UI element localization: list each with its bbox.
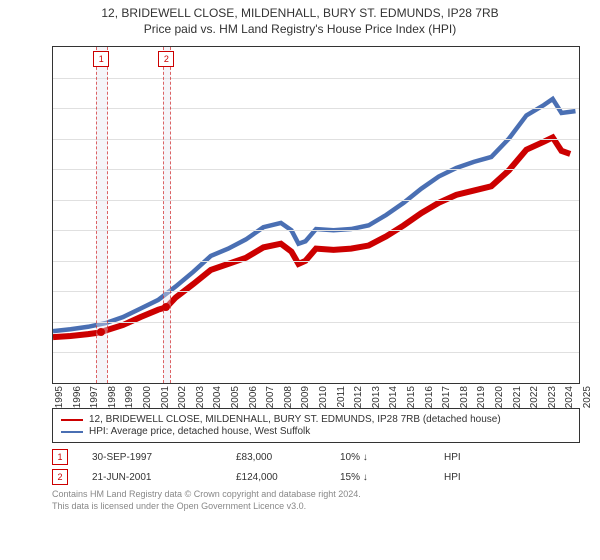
x-axis-tick: 2022: [527, 386, 540, 408]
x-axis-tick: 2001: [158, 386, 171, 408]
gridline-h: [53, 139, 579, 140]
chart-title-address: 12, BRIDEWELL CLOSE, MILDENHALL, BURY ST…: [0, 6, 600, 20]
footer-line1: Contains HM Land Registry data © Crown c…: [52, 489, 580, 501]
x-axis-tick: 2024: [562, 386, 575, 408]
line-series-svg: [53, 47, 579, 383]
gridline-h: [53, 200, 579, 201]
event-pct: 15% ↓: [340, 472, 420, 483]
chart-title-subtitle: Price paid vs. HM Land Registry's House …: [0, 22, 600, 36]
x-axis-tick: 1995: [52, 386, 65, 408]
marker-badge: 1: [93, 51, 109, 67]
legend-label: 12, BRIDEWELL CLOSE, MILDENHALL, BURY ST…: [89, 414, 501, 425]
series-line-hpi: [53, 99, 575, 331]
event-pct: 10% ↓: [340, 452, 420, 463]
gridline-h: [53, 322, 579, 323]
x-axis-tick: 2013: [369, 386, 382, 408]
x-axis-tick: 2011: [334, 386, 347, 408]
event-hpi-label: HPI: [444, 452, 461, 463]
event-price: £83,000: [236, 452, 316, 463]
marker-dot: [162, 303, 170, 311]
event-badge: 2: [52, 469, 68, 485]
x-axis-tick: 2006: [246, 386, 259, 408]
x-axis-tick: 2009: [298, 386, 311, 408]
x-axis-tick: 1996: [70, 386, 83, 408]
x-axis-tick: 2014: [386, 386, 399, 408]
gridline-h: [53, 352, 579, 353]
gridline-h: [53, 78, 579, 79]
x-axis-tick: 2021: [510, 386, 523, 408]
x-axis-tick: 2018: [457, 386, 470, 408]
x-axis-tick: 2007: [263, 386, 276, 408]
event-row: 1 30-SEP-1997 £83,000 10% ↓ HPI: [52, 449, 580, 465]
x-axis-tick: 2008: [281, 386, 294, 408]
x-axis-tick: 1999: [122, 386, 135, 408]
x-axis-tick: 2019: [474, 386, 487, 408]
x-axis-tick: 2003: [193, 386, 206, 408]
legend-swatch: [61, 431, 83, 433]
marker-badge: 2: [158, 51, 174, 67]
marker-band: [163, 47, 171, 383]
event-hpi-label: HPI: [444, 472, 461, 483]
x-axis-tick: 1997: [87, 386, 100, 408]
x-axis-tick: 2020: [492, 386, 505, 408]
x-axis-tick: 2004: [210, 386, 223, 408]
events-table: 1 30-SEP-1997 £83,000 10% ↓ HPI 2 21-JUN…: [52, 449, 580, 485]
x-axis-tick: 2005: [228, 386, 241, 408]
gridline-h: [53, 291, 579, 292]
legend-item-property: 12, BRIDEWELL CLOSE, MILDENHALL, BURY ST…: [61, 414, 571, 425]
gridline-h: [53, 230, 579, 231]
x-axis-tick: 2002: [175, 386, 188, 408]
chart-title-block: 12, BRIDEWELL CLOSE, MILDENHALL, BURY ST…: [0, 0, 600, 36]
gridline-h: [53, 169, 579, 170]
legend-box: 12, BRIDEWELL CLOSE, MILDENHALL, BURY ST…: [52, 408, 580, 443]
gridline-h: [53, 108, 579, 109]
x-axis-tick: 2016: [422, 386, 435, 408]
x-axis-tick: 2017: [439, 386, 452, 408]
x-axis-tick: 2025: [580, 386, 593, 408]
x-axis-tick: 1998: [105, 386, 118, 408]
legend-swatch: [61, 419, 83, 421]
legend-label: HPI: Average price, detached house, West…: [89, 426, 310, 437]
gridline-h: [53, 261, 579, 262]
x-axis-tick: 2000: [140, 386, 153, 408]
x-axis-tick: 2010: [316, 386, 329, 408]
plot-area: £0£50K£100K£150K£200K£250K£300K£350K£400…: [52, 46, 580, 384]
event-badge: 1: [52, 449, 68, 465]
x-axis-tick: 2015: [404, 386, 417, 408]
x-axis-tick: 2023: [545, 386, 558, 408]
event-price: £124,000: [236, 472, 316, 483]
marker-dot: [97, 328, 105, 336]
x-axis-tick: 2012: [351, 386, 364, 408]
chart-area: £0£50K£100K£150K£200K£250K£300K£350K£400…: [52, 46, 580, 404]
event-row: 2 21-JUN-2001 £124,000 15% ↓ HPI: [52, 469, 580, 485]
event-date: 21-JUN-2001: [92, 472, 212, 483]
footer-attribution: Contains HM Land Registry data © Crown c…: [52, 489, 580, 512]
legend-item-hpi: HPI: Average price, detached house, West…: [61, 426, 571, 437]
footer-line2: This data is licensed under the Open Gov…: [52, 501, 580, 513]
event-date: 30-SEP-1997: [92, 452, 212, 463]
